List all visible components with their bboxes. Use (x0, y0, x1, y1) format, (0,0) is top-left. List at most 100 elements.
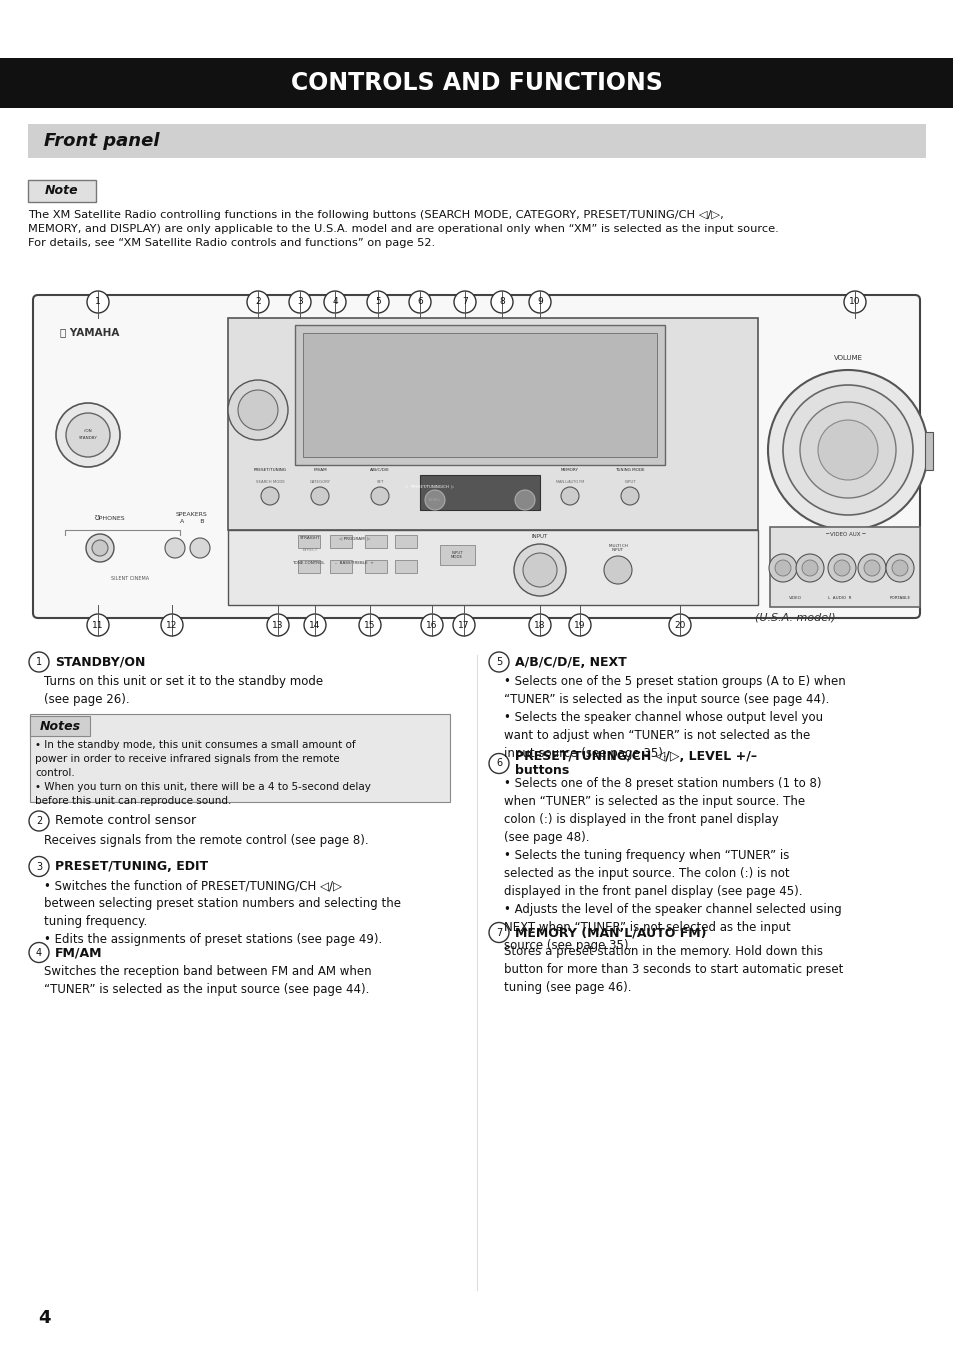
Circle shape (529, 291, 551, 313)
Circle shape (568, 613, 590, 636)
Text: Front panel: Front panel (44, 132, 159, 150)
Circle shape (827, 554, 855, 582)
FancyBboxPatch shape (33, 295, 919, 617)
Circle shape (304, 613, 326, 636)
Circle shape (371, 487, 389, 506)
Circle shape (891, 559, 907, 576)
Bar (228, 318, 758, 530)
Bar (419, 474, 539, 510)
Text: 15: 15 (364, 620, 375, 630)
Circle shape (87, 291, 109, 313)
Bar (30, 716, 90, 736)
Text: 14: 14 (309, 620, 320, 630)
Circle shape (489, 652, 509, 673)
Text: The XM Satellite Radio controlling functions in the following buttons (SEARCH MO: The XM Satellite Radio controlling funct… (28, 210, 778, 248)
Text: 7: 7 (496, 927, 501, 937)
Text: 3: 3 (36, 861, 42, 872)
Text: MAN.L/AUTO FM: MAN.L/AUTO FM (556, 480, 583, 484)
Bar (330, 559, 352, 573)
Bar (297, 559, 319, 573)
Text: 5: 5 (375, 298, 380, 306)
Text: SEARCH MODE: SEARCH MODE (255, 480, 284, 484)
Text: ─ VIDEO AUX ─: ─ VIDEO AUX ─ (824, 531, 864, 537)
Circle shape (668, 613, 690, 636)
Text: INPUT: INPUT (532, 535, 548, 539)
Text: INPUT
MODE: INPUT MODE (451, 551, 462, 559)
Text: VOLUME: VOLUME (833, 355, 862, 361)
Circle shape (87, 613, 109, 636)
Bar (28, 181, 96, 202)
Circle shape (817, 421, 877, 480)
Circle shape (161, 613, 183, 636)
Text: 1: 1 (36, 656, 42, 667)
Circle shape (324, 291, 346, 313)
Bar (30, 714, 450, 802)
Circle shape (515, 491, 535, 510)
Circle shape (774, 559, 790, 576)
Text: Stores a preset station in the memory. Hold down this
button for more than 3 sec: Stores a preset station in the memory. H… (503, 945, 842, 995)
Text: FM/AM: FM/AM (55, 946, 102, 958)
Bar (395, 535, 416, 549)
Text: PRESET/TUNING, EDIT: PRESET/TUNING, EDIT (55, 860, 208, 874)
Circle shape (857, 554, 885, 582)
Circle shape (863, 559, 879, 576)
Text: 6: 6 (416, 298, 422, 306)
Bar (294, 325, 664, 465)
Text: SPEAKERS
A        B: SPEAKERS A B (176, 512, 208, 523)
Text: 8: 8 (498, 298, 504, 306)
Text: 16: 16 (426, 620, 437, 630)
Circle shape (29, 811, 49, 830)
Text: 6: 6 (496, 759, 501, 768)
Text: • Switches the function of PRESET/TUNING/CH ◁/▷
between selecting preset station: • Switches the function of PRESET/TUNING… (44, 879, 400, 946)
Text: SILENT CINEMA: SILENT CINEMA (111, 576, 149, 581)
Text: Notes: Notes (39, 720, 80, 732)
Text: • Selects one of the 5 preset station groups (A to E) when
“TUNER” is selected a: • Selects one of the 5 preset station gr… (503, 675, 845, 760)
Circle shape (885, 554, 913, 582)
Text: /ON: /ON (84, 429, 91, 433)
Bar (924, 431, 932, 470)
Text: 4: 4 (332, 298, 337, 306)
Text: (U.S.A. model): (U.S.A. model) (754, 613, 835, 623)
Circle shape (843, 291, 865, 313)
Circle shape (603, 555, 631, 584)
Text: CONTROLS AND FUNCTIONS: CONTROLS AND FUNCTIONS (291, 71, 662, 94)
Text: 18: 18 (534, 620, 545, 630)
Text: VIDEO: VIDEO (788, 596, 801, 600)
Text: A/B/C/D/E, NEXT: A/B/C/D/E, NEXT (515, 655, 626, 669)
Text: EFFECT: EFFECT (302, 549, 317, 551)
Text: ◁  PRESET/TUNING/CH  ▷: ◁ PRESET/TUNING/CH ▷ (405, 485, 455, 489)
Circle shape (66, 412, 110, 457)
Circle shape (165, 538, 185, 558)
Text: L  AUDIO  R: L AUDIO R (827, 596, 851, 600)
Text: 2: 2 (36, 816, 42, 826)
Circle shape (522, 553, 557, 586)
Circle shape (782, 386, 912, 515)
Text: PRESET/TUNING: PRESET/TUNING (253, 468, 286, 472)
Bar (395, 559, 416, 573)
Circle shape (29, 652, 49, 673)
Circle shape (491, 291, 513, 313)
Bar (769, 527, 919, 607)
Text: Turns on this unit or set it to the standby mode
(see page 26).: Turns on this unit or set it to the stan… (44, 675, 323, 706)
Circle shape (261, 487, 278, 506)
Bar (228, 530, 758, 605)
Circle shape (420, 613, 442, 636)
Text: ◁  PROGRAM  ▷: ◁ PROGRAM ▷ (337, 537, 370, 541)
Text: STANDBY: STANDBY (78, 435, 97, 439)
Circle shape (56, 403, 120, 466)
Circle shape (560, 487, 578, 506)
Text: Switches the reception band between FM and AM when
“TUNER” is selected as the in: Switches the reception band between FM a… (44, 965, 372, 996)
Text: LEVEL: LEVEL (429, 497, 440, 501)
Circle shape (86, 534, 113, 562)
Bar (330, 535, 352, 549)
Circle shape (489, 754, 509, 774)
Circle shape (29, 856, 49, 876)
Text: • In the standby mode, this unit consumes a small amount of
power in order to re: • In the standby mode, this unit consume… (35, 740, 371, 806)
Text: 9: 9 (537, 298, 542, 306)
Bar (0, 58, 953, 108)
Circle shape (91, 541, 108, 555)
Text: –  BASS/TREBLE  +: – BASS/TREBLE + (335, 561, 373, 565)
Text: SET: SET (375, 480, 383, 484)
Text: 7: 7 (461, 298, 467, 306)
Text: Note: Note (45, 185, 79, 198)
